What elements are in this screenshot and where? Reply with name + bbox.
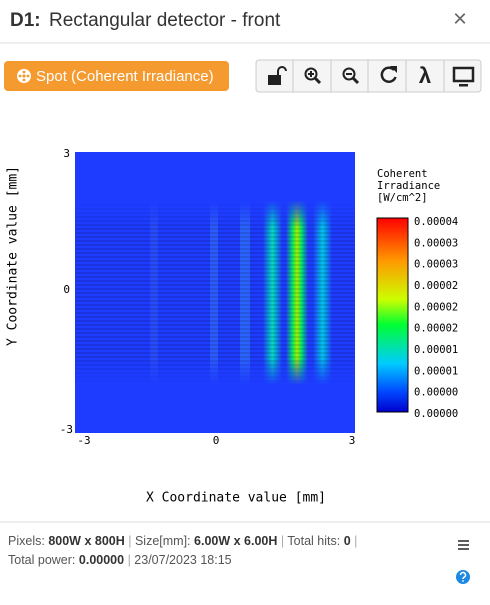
button-label: Spot (Coherent Irradiance) [36,68,214,85]
menu-button[interactable] [458,540,469,550]
zoom-icon [342,67,356,81]
y-tick-label: 0 [63,283,70,296]
separator: | [354,534,357,548]
colorbar-label: 0.00001 [414,365,458,377]
colorbar-title: [W/cm^2] [377,192,428,204]
spot-button[interactable]: Spot (Coherent Irradiance) [4,61,229,91]
y-axis-label: Y Coordinate value [mm] [6,166,21,346]
wavelength-button[interactable]: λ [419,63,431,88]
close-button[interactable]: × [453,5,467,32]
colorbar-label: 0.00002 [414,323,458,335]
refresh-arc [380,66,397,83]
detector-id: D1: [10,10,41,31]
button-bg [4,61,229,91]
timestamp: 23/07/2023 18:15 [134,553,231,567]
x-tick-label: 0 [213,434,220,447]
colorbar-title: Coherent [377,168,428,180]
colorbar-label: 0.00000 [414,408,458,420]
colorbar-label: 0.00001 [414,344,458,356]
fringe-texture [75,200,355,385]
spot-icon-dot [22,78,26,82]
footer-line: Total power: 0.00000 | 23/07/2023 18:15 [8,553,232,567]
colorbar-label: 0.00003 [414,259,458,271]
lock-shackle [277,66,287,75]
y-tick-label: -3 [60,423,73,436]
separator: | [128,553,131,567]
monitor-screen [452,66,475,83]
fringes [75,200,355,385]
zoom-out-button[interactable] [342,67,360,85]
pixels-label: Pixels: [8,534,45,548]
window-title: Rectangular detector - front [49,10,281,31]
separator: | [128,534,131,548]
zoom-icon [304,67,318,81]
colorbar-label: 0.00003 [414,237,458,249]
hits-value: 0 [344,534,351,548]
colorbar-label: 0.00002 [414,301,458,313]
colorbar-scale [376,217,409,413]
display-button[interactable] [452,66,475,87]
toolbar: λ [255,59,482,93]
y-tick-label: 3 [63,147,70,160]
colorbar-label: 0.00000 [414,387,458,399]
power-value: 0.00000 [79,553,124,567]
help-glyph [462,580,464,582]
spot-icon-dot [22,74,26,78]
x-tick-label: -3 [77,434,90,447]
zoom-handle [351,76,360,85]
monitor-stand [459,84,468,87]
pixels-value: 800W x 800H [48,534,124,548]
spot-icon-dot [22,70,26,74]
x-tick-label: 3 [349,434,356,447]
lock-body [268,75,281,85]
spot-icon-dot [26,74,30,78]
size-value: 6.00W x 6.00H [194,534,277,548]
colorbar-labels: 0.00004 0.00003 0.00003 0.00002 0.00002 0.000… [414,216,458,420]
colorbar-label: 0.00004 [414,216,458,228]
unlock-button[interactable] [268,66,287,85]
x-axis-label: X Coordinate value [mm] [146,491,326,506]
spot-icon-dot [18,74,22,78]
axes: 3 0 -3 -3 0 3 X Coordinate value [mm] Y … [6,147,356,506]
separator: | [281,534,284,548]
refresh-arrow [390,66,397,73]
size-label: Size[mm]: [135,534,191,548]
help-button[interactable] [456,570,470,584]
hits-label: Total hits: [287,534,340,548]
refresh-button[interactable] [380,66,397,83]
colorbar-title: Irradiance [377,180,440,192]
colorbar-label: 0.00002 [414,280,458,292]
help-glyph [459,571,467,580]
power-label: Total power: [8,553,75,567]
zoom-handle [313,76,322,85]
help-circle [456,570,470,584]
colorbar: Coherent Irradiance [W/cm^2] 0.000040.00… [376,168,458,420]
heatmap [75,152,355,433]
zoom-in-button[interactable] [304,67,322,85]
footer-line: Pixels: 800W x 800H | Size[mm]: 6.00W x … [8,534,357,548]
